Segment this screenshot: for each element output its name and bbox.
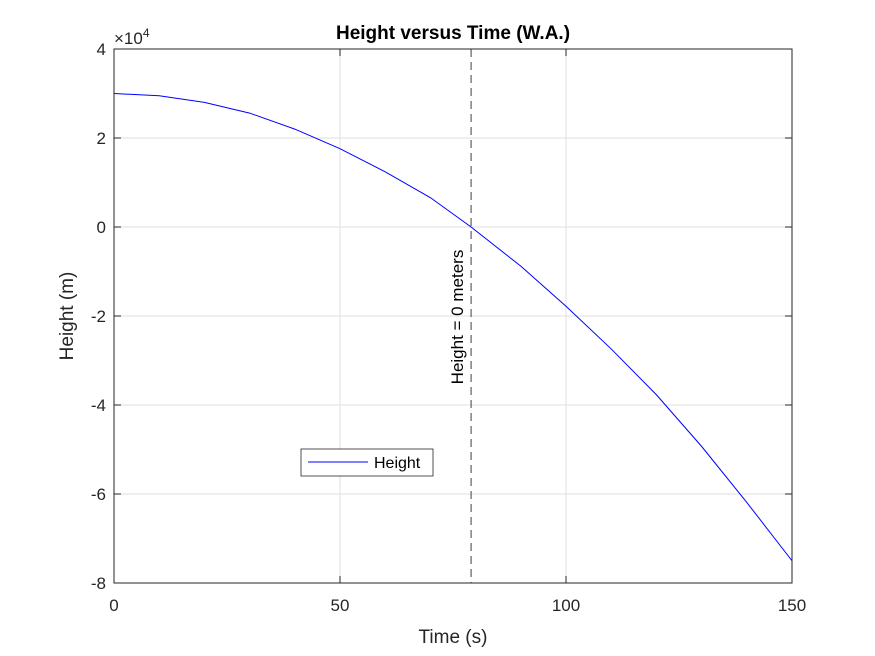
x-axis-label: Time (s): [419, 627, 488, 648]
x-tick-label: 150: [778, 596, 806, 615]
y-tick-label: -2: [91, 307, 106, 326]
y-tick-label: -4: [91, 396, 106, 415]
series-group: [113, 93, 793, 562]
x-tick-label: 50: [331, 596, 350, 615]
y-axis-label: Height (m): [57, 272, 78, 361]
y-tick-label: 2: [97, 129, 106, 148]
chart-title: Height versus Time (W.A.): [336, 23, 570, 44]
zero-height-annotation: Height = 0 meters: [448, 250, 467, 385]
y-exponent-base: ×10: [114, 29, 143, 48]
y-exponent-label: ×104: [114, 26, 150, 48]
series-line-height: [113, 93, 793, 562]
y-tick-label: 0: [97, 218, 106, 237]
legend-label-height: Height: [374, 455, 421, 472]
y-tick-label: -8: [91, 574, 106, 593]
vertical-line-group: Height = 0 meters: [448, 49, 472, 583]
tick-labels: 0 50 100 150 -8 -6 -4 -2 0 2 4: [91, 40, 806, 615]
x-tick-label: 100: [552, 596, 580, 615]
y-tick-label: 4: [97, 40, 106, 59]
y-tick-label: -6: [91, 485, 106, 504]
y-exponent-power: 4: [143, 26, 150, 40]
x-tick-label: 0: [109, 596, 118, 615]
legend: Height: [300, 448, 434, 477]
ticks: [113, 48, 793, 584]
